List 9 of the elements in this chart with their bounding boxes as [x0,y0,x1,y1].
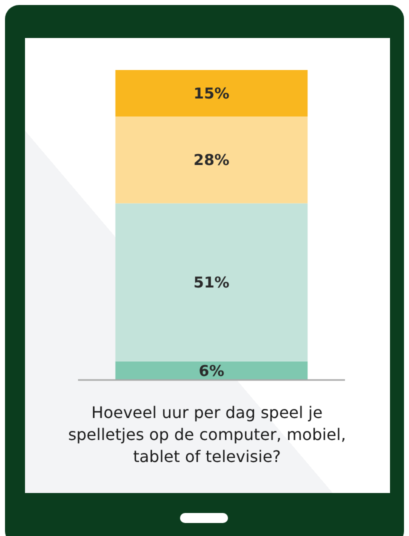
data-label: 15% [194,84,230,102]
data-label: 51% [194,274,230,292]
bar [115,116,308,204]
bar [115,361,308,380]
bar [115,70,308,116]
data-label: 6% [198,362,224,380]
data-label: 28% [194,151,230,170]
text: Hoeveel uur per dag speel je spelletjes op de computer, mobiel, tablet of televisie? [68,403,346,466]
bar [115,203,308,362]
